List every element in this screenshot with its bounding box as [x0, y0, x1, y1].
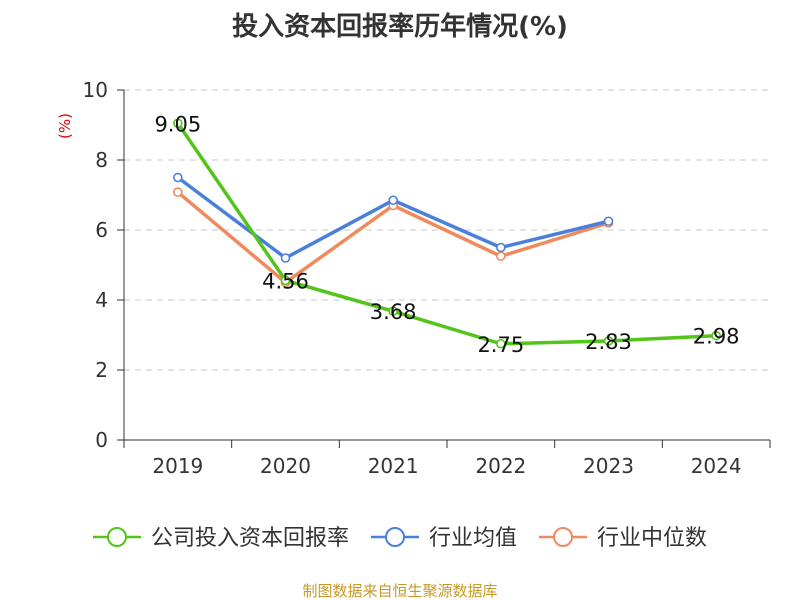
- legend-swatch-marker: [553, 527, 574, 547]
- x-tick-label: 2020: [260, 454, 311, 478]
- data-labels: 9.05 4.56 3.68 2.75 2.83 2.98: [154, 112, 739, 357]
- x-tick-label: 2022: [475, 454, 526, 478]
- data-point: [603, 336, 614, 346]
- y-axis-label: (%): [56, 113, 74, 139]
- series-line: [176, 121, 718, 346]
- data-point: [173, 118, 183, 129]
- data-point: [496, 242, 506, 253]
- data-label: 4.56: [262, 269, 309, 293]
- legend-swatch-marker: [384, 527, 405, 547]
- data-label: 9.05: [154, 112, 201, 136]
- chart-title: 投入资本回报率历年情况(%): [232, 11, 568, 42]
- data-point: [388, 306, 398, 317]
- data-point: [496, 338, 506, 349]
- legend-label: 行业中位数: [597, 526, 707, 551]
- series-layer: [173, 118, 721, 349]
- axes: 0 2 4 6 8 10 2019 2020 2021 2022 2023 2024: [83, 78, 771, 478]
- y-tick-label: 0: [95, 428, 108, 452]
- legend-swatch-marker: [106, 527, 127, 547]
- data-point: [496, 251, 506, 262]
- legend-label: 公司投入资本回报率: [151, 526, 349, 551]
- y-tick-label: 10: [83, 78, 108, 102]
- data-point: [280, 275, 291, 286]
- data-label: 2.98: [693, 325, 740, 349]
- x-tick-label: 2024: [691, 454, 742, 478]
- y-tick-label: 8: [95, 148, 108, 172]
- data-point: [603, 216, 614, 227]
- source-note: 制图数据来自恒生聚源数据库: [302, 582, 497, 600]
- data-point: [173, 187, 183, 197]
- x-tick-label: 2023: [583, 454, 634, 478]
- x-tick-label: 2019: [152, 454, 203, 478]
- data-label: 2.83: [585, 330, 632, 354]
- data-label: 2.75: [477, 333, 524, 357]
- data-label: 3.68: [370, 300, 417, 324]
- data-point: [173, 172, 183, 183]
- data-point: [711, 330, 721, 341]
- legend-label: 行业均值: [429, 526, 517, 551]
- data-point: [388, 195, 398, 206]
- y-tick-label: 2: [95, 358, 108, 382]
- x-tick-label: 2021: [368, 454, 419, 478]
- data-point: [280, 253, 291, 263]
- y-tick-label: 4: [95, 288, 108, 312]
- y-tick-label: 6: [95, 218, 108, 242]
- legend: 公司投入资本回报率 行业均值 行业中位数: [92, 526, 707, 551]
